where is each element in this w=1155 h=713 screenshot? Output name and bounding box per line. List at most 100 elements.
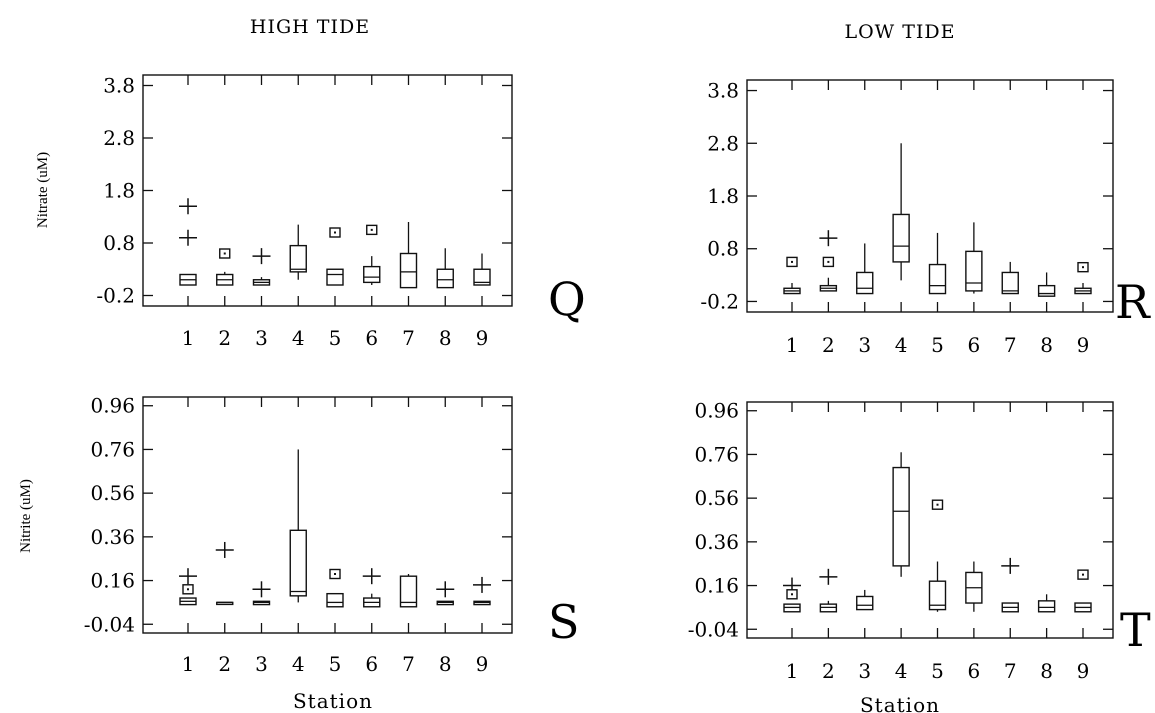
panel-letter: T: [1120, 603, 1151, 657]
box-station-3: [856, 243, 874, 295]
y-tick-label: 0.56: [694, 486, 739, 510]
box-iqr: [928, 263, 947, 295]
y-tick-label: 0.36: [90, 525, 135, 549]
panel-R: 3.8 2.8 1.8 0.8 -0.2 1 2 3 4 5 6 7 8 9 R: [700, 79, 1151, 357]
x-tick-label: 4: [292, 652, 305, 676]
x-tick-label: 5: [329, 652, 342, 676]
x-tick-label: 8: [439, 652, 452, 676]
box-station-1: [179, 198, 197, 286]
outlier-square-dot: [187, 588, 189, 591]
x-tick-label: 1: [182, 652, 195, 676]
box-station-9: [473, 253, 491, 286]
box-station-5: [928, 232, 947, 295]
box-iqr: [892, 466, 910, 567]
y-tick-label: 3.8: [707, 79, 739, 103]
box-station-2: [216, 248, 234, 286]
box-station-8: [436, 248, 454, 289]
outlier-square-dot: [223, 252, 226, 255]
panel-Q: 3.8 2.8 1.8 0.8 -0.2 1 2 3 4 5 6 7 8 9 Nitrate (uM) Q: [35, 74, 586, 351]
panel-S: 0.96 0.76 0.56 0.36 0.16 -0.04 1 2 3 4 5 6 7 8 9 Nitrit…: [18, 394, 580, 713]
x-tick-label: 5: [329, 326, 342, 350]
box-station-5: [326, 227, 344, 286]
y-tick-label: 0.16: [90, 569, 135, 593]
box-station-8: [1037, 272, 1056, 297]
box-station-5: [326, 568, 344, 608]
x-tick-label: 8: [1040, 333, 1053, 357]
box-station-6: [965, 561, 983, 612]
x-tick-label: 9: [476, 326, 489, 350]
x-tick-label: 2: [218, 652, 231, 676]
x-tick-label: 4: [895, 659, 908, 683]
box-iqr: [856, 271, 874, 295]
box-iqr: [1037, 600, 1056, 613]
y-tick-label: 0.76: [90, 437, 135, 461]
box-station-3: [856, 589, 874, 611]
x-tick-label: 2: [822, 659, 835, 683]
box-station-7: [399, 574, 418, 608]
box-station-1: [783, 577, 801, 613]
x-tick-label: 5: [931, 659, 944, 683]
box-iqr: [1001, 271, 1019, 295]
x-tick-label: 2: [218, 326, 231, 350]
box-station-8: [1037, 594, 1056, 613]
x-tick-label: 8: [1040, 659, 1053, 683]
outlier-square-dot: [791, 260, 793, 263]
box-iqr: [399, 575, 418, 608]
box-station-6: [363, 224, 381, 285]
outlier-square-dot: [827, 260, 830, 263]
y-tick-label: 0.16: [694, 574, 739, 598]
box-iqr: [1037, 284, 1056, 297]
panel-letter: R: [1115, 275, 1151, 329]
x-tick-label: 1: [786, 659, 799, 683]
y-tick-label: 1.8: [707, 184, 739, 208]
y-tick-label: 0.8: [103, 231, 135, 255]
x-tick-label: 7: [402, 652, 415, 676]
x-axis-label: Station: [293, 689, 373, 713]
y-tick-label: 0.36: [694, 530, 739, 554]
panel-letter: Q: [548, 272, 586, 326]
box-iqr: [289, 529, 307, 597]
box-station-9: [1074, 261, 1092, 295]
box-station-1: [179, 568, 197, 606]
y-tick-label: -0.2: [96, 284, 135, 308]
box-iqr: [473, 268, 491, 286]
box-station-6: [965, 222, 983, 294]
x-tick-label: 9: [1077, 659, 1090, 683]
x-tick-label: 2: [822, 333, 835, 357]
x-tick-label: 3: [858, 333, 871, 357]
plot-frame: [142, 396, 513, 634]
y-tick-label: 0.8: [707, 237, 739, 261]
box-iqr: [965, 250, 983, 292]
high-tide-header: HIGH TIDE: [250, 16, 370, 38]
box-station-9: [1074, 569, 1092, 613]
box-station-9: [473, 576, 491, 606]
y-tick-label: 2.8: [103, 126, 135, 150]
outlier-square-dot: [370, 228, 373, 231]
x-tick-label: 4: [895, 333, 908, 357]
x-tick-label: 7: [1004, 659, 1017, 683]
low-tide-header: LOW TIDE: [844, 21, 955, 43]
x-tick-label: 3: [255, 652, 268, 676]
y-tick-label: 0.76: [694, 442, 739, 466]
box-station-4: [892, 452, 910, 577]
box-station-5: [928, 499, 947, 612]
box-station-7: [1001, 261, 1019, 295]
y-tick-label: 0.96: [90, 394, 135, 418]
x-tick-label: 7: [402, 326, 415, 350]
box-iqr: [363, 265, 381, 284]
y-tick-label: -0.2: [700, 289, 739, 313]
box-station-4: [289, 224, 307, 280]
y-tick-label: 3.8: [103, 74, 135, 98]
box-iqr: [856, 595, 874, 611]
box-station-7: [399, 222, 418, 289]
box-station-1: [783, 256, 801, 295]
x-axis-label: Station: [860, 693, 940, 713]
panel-letter: S: [548, 595, 580, 649]
box-station-3: [252, 248, 271, 286]
box-station-3: [252, 581, 271, 606]
x-tick-label: 6: [365, 326, 378, 350]
box-station-4: [892, 143, 910, 281]
box-iqr: [326, 268, 344, 286]
